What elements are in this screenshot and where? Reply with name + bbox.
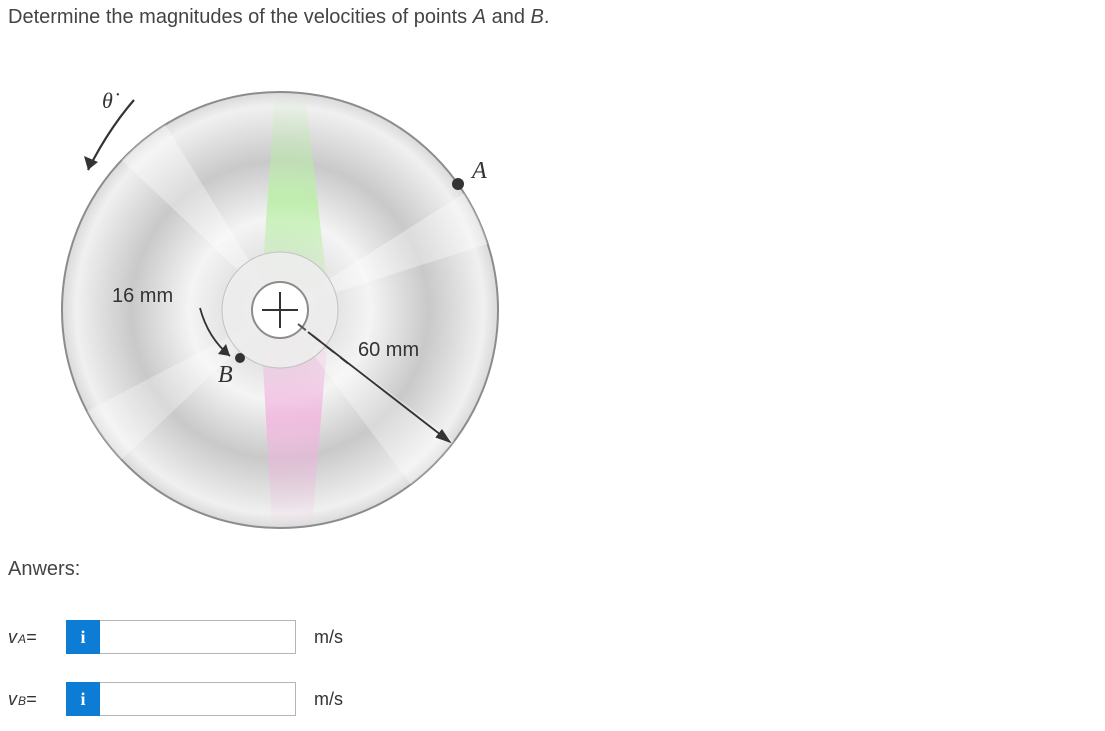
vb-symbol: v xyxy=(8,689,17,710)
problem-and: and xyxy=(486,6,530,28)
point-a-dot xyxy=(452,178,464,190)
vb-unit: m/s xyxy=(314,689,343,710)
va-unit: m/s xyxy=(314,627,343,648)
theta-label: θ̇ xyxy=(102,88,120,113)
label-60mm: 60 mm xyxy=(358,339,419,361)
va-variable-label: vA = xyxy=(8,627,66,648)
answers-heading: Anwers: xyxy=(8,558,80,581)
disc-svg: 60 mm 16 mm B A θ̇ xyxy=(30,60,550,540)
problem-point-a: A xyxy=(473,6,486,28)
vb-eq: = xyxy=(26,689,37,710)
point-b-dot xyxy=(235,353,245,363)
label-16mm: 16 mm xyxy=(112,285,173,307)
problem-point-b: B xyxy=(531,6,544,28)
va-input[interactable] xyxy=(100,620,296,654)
info-button-vb[interactable]: i xyxy=(66,682,100,716)
theta-arrowhead xyxy=(84,156,98,170)
answer-row-vb: vB = i m/s xyxy=(8,682,343,716)
vb-input[interactable] xyxy=(100,682,296,716)
va-symbol: v xyxy=(8,627,17,648)
info-button-va[interactable]: i xyxy=(66,620,100,654)
answer-row-va: vA = i m/s xyxy=(8,620,343,654)
problem-prefix: Determine the magnitudes of the velociti… xyxy=(8,6,473,28)
problem-suffix: . xyxy=(544,6,550,28)
point-b-label: B xyxy=(218,362,233,388)
vb-variable-label: vB = xyxy=(8,689,66,710)
va-eq: = xyxy=(26,627,37,648)
disc-diagram: 60 mm 16 mm B A θ̇ xyxy=(30,60,550,540)
va-subscript: A xyxy=(17,632,26,646)
vb-subscript: B xyxy=(17,694,26,708)
problem-statement: Determine the magnitudes of the velociti… xyxy=(8,6,549,29)
point-a-label: A xyxy=(470,158,487,184)
